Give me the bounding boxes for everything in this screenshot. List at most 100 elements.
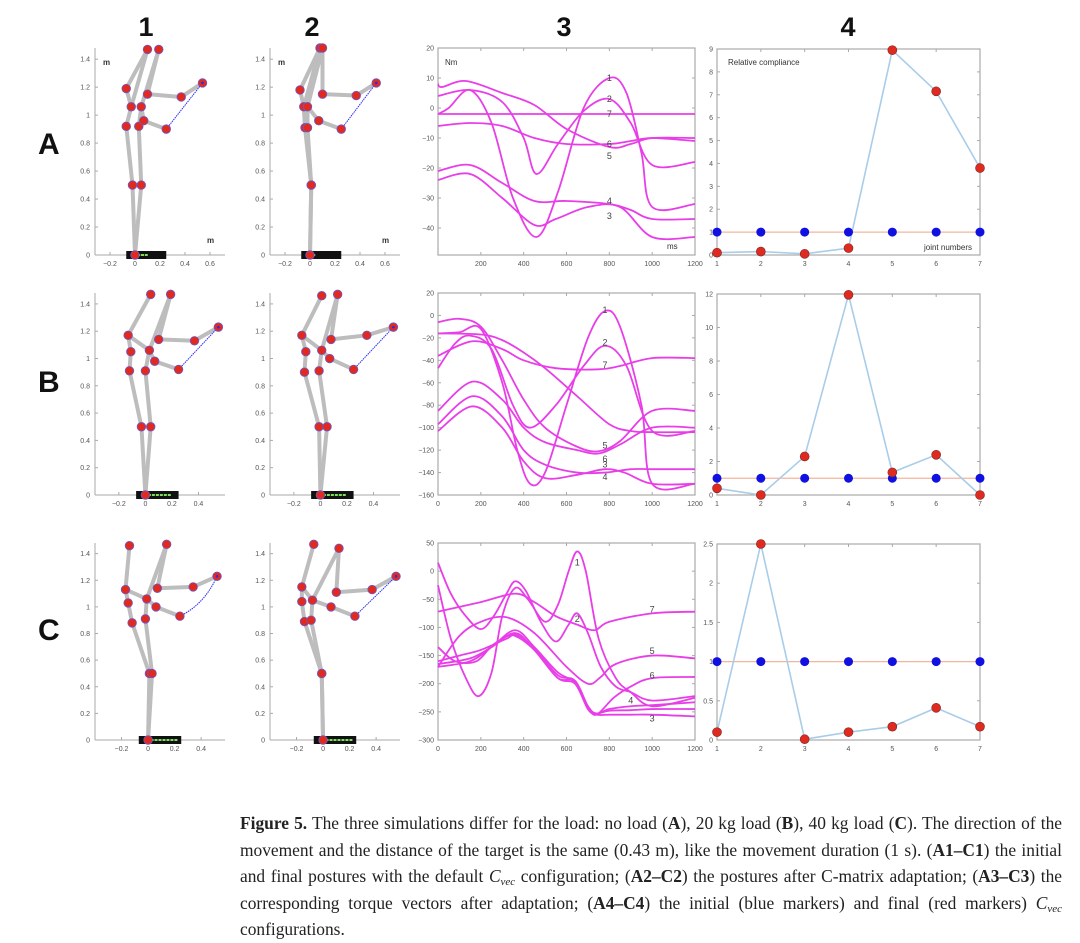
y-tick-label: 1 (261, 113, 265, 120)
caption-subscript: vec (1047, 902, 1062, 915)
x-tick-label: 0.4 (371, 746, 381, 753)
joint-marker (136, 422, 147, 432)
y-tick-label: 0 (709, 253, 713, 260)
joint-marker (331, 587, 342, 597)
caption-text-segment: B (781, 813, 794, 833)
final-marker (799, 734, 810, 745)
y-tick-label: −10 (422, 136, 434, 143)
platform-marker (151, 494, 155, 496)
series-label: 6 (650, 670, 655, 680)
joint-marker (317, 668, 327, 679)
y-tick-label: 4 (709, 426, 713, 433)
joint-marker (322, 422, 332, 432)
final-marker (712, 247, 722, 258)
x-tick-label: 4 (847, 746, 851, 753)
y-tick-label: 0.6 (255, 169, 265, 176)
y-tick-label: −20 (422, 166, 434, 173)
x-tick-label: 0 (436, 746, 440, 753)
y-tick-label: 1 (86, 113, 90, 120)
x-tick-label: −0.2 (112, 501, 126, 508)
hand-trajectory (179, 576, 218, 617)
joint-marker (367, 584, 377, 595)
joint-marker (140, 490, 151, 500)
joint-marker (123, 330, 133, 341)
torque-series-2 (437, 334, 696, 437)
joint-marker (188, 582, 198, 592)
plot-frame (437, 47, 696, 256)
x-tick-label: −0.2 (287, 501, 301, 508)
body-segment (145, 92, 184, 99)
x-unit-label: m (207, 236, 214, 245)
platform-marker (141, 254, 144, 256)
y-tick-label: 1.4 (255, 551, 265, 558)
joint-marker (332, 289, 343, 300)
initial-marker (756, 473, 766, 483)
target-point (215, 574, 219, 578)
y-tick-label: −160 (418, 493, 434, 500)
caption-text-segment: configuration; ( (515, 866, 631, 886)
x-tick-label: 0.4 (196, 746, 206, 753)
initial-marker (975, 473, 985, 483)
x-tick-label: 6 (934, 746, 938, 753)
joint-marker (336, 124, 346, 134)
panel-a2-posture-plot: 0 0.2 0.4 0.6 0.8 1 1.2 1.4 −0.2 0 0.2 0.4 0.6 m m (255, 43, 400, 268)
joint-marker (142, 89, 153, 99)
y-tick-label: 0 (86, 253, 90, 260)
joint-marker (146, 422, 156, 432)
caption-math-symbol: C (488, 866, 501, 886)
y-tick-label: 8 (709, 69, 713, 76)
joint-marker (317, 43, 328, 53)
y-tick-label: 0.8 (255, 383, 265, 390)
joint-marker (173, 364, 184, 375)
y-tick-label: 5 (709, 138, 713, 145)
initial-marker (712, 657, 722, 667)
x-tick-label: 5 (890, 746, 894, 753)
body-segment (308, 183, 314, 257)
joint-marker (130, 250, 140, 260)
x-tick-label: 3 (803, 261, 807, 268)
series-label: 3 (603, 460, 608, 470)
series-label: 4 (603, 472, 608, 482)
x-tick-label: 600 (561, 261, 573, 268)
y-tick-label: −80 (422, 403, 434, 410)
y-tick-label: 0.8 (255, 141, 265, 148)
x-tick-label: 1 (715, 746, 719, 753)
body-segment (129, 47, 150, 109)
y-tick-label: 1 (709, 659, 713, 666)
y-tick-label: −40 (422, 226, 434, 233)
body-segment (136, 124, 144, 188)
joint-marker (144, 345, 155, 356)
x-tick-label: 3 (803, 746, 807, 753)
joint-marker (326, 334, 336, 345)
x-tick-label: 0.2 (342, 501, 352, 508)
body-segment (299, 293, 324, 338)
series-label: 5 (603, 441, 608, 451)
final-marker (799, 249, 810, 259)
y-tick-label: 0.4 (255, 684, 265, 691)
joint-marker (127, 180, 138, 190)
joint-marker (152, 583, 163, 593)
caption-text-segment: The three simulations differ for the loa… (307, 813, 668, 833)
row-header-b: B (38, 366, 60, 399)
initial-marker (800, 657, 810, 667)
panel-b1-posture-plot: 0 0.2 0.4 0.6 0.8 1 1.2 1.4 −0.2 0 0.2 0.4 (80, 289, 225, 508)
x-tick-label: −0.2 (278, 261, 292, 268)
torque-series-8 (437, 633, 696, 715)
body-segment (319, 671, 326, 742)
caption-text-segment: A (667, 813, 681, 833)
y-tick-label: 0.2 (255, 225, 265, 232)
target-point (394, 574, 398, 578)
joint-marker (165, 289, 176, 300)
y-tick-label: 0 (430, 569, 434, 576)
joint-marker (124, 540, 135, 551)
x-tick-label: 0 (436, 501, 440, 508)
joint-marker (153, 334, 164, 345)
y-tick-label: −50 (422, 597, 434, 604)
y-tick-label: 0 (261, 253, 265, 260)
platform-marker (342, 494, 346, 496)
final-marker (712, 483, 722, 494)
body-segment (143, 616, 155, 676)
caption-text-segment: ) the postures after C-matrix adaptation… (681, 866, 979, 886)
target-point (392, 325, 395, 329)
caption-text-segment: ) the initial and final postures with th… (240, 839, 1062, 887)
